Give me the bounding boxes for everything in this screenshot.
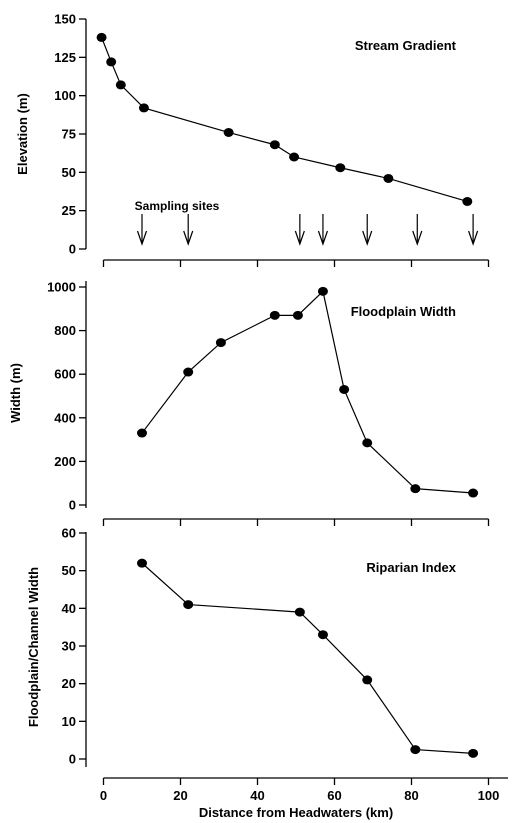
series-line xyxy=(141,562,474,754)
data-point xyxy=(96,32,107,42)
y-axis-label: Floodplain/Channel Width xyxy=(26,567,41,727)
x-ticks: 0 20 40 60 80 100 xyxy=(100,778,499,803)
sampling-site-arrow xyxy=(183,214,194,246)
y-tick-label: 200 xyxy=(54,454,76,469)
data-point xyxy=(223,127,234,137)
sampling-site-arrow xyxy=(412,214,423,246)
y-ticks: 0 25 50 75 100 125 150 xyxy=(54,12,86,257)
data-point xyxy=(215,338,226,348)
data-point xyxy=(137,428,147,438)
sampling-site-arrow xyxy=(468,214,479,246)
data-points xyxy=(96,32,473,206)
y-tick-label: 40 xyxy=(62,601,76,616)
x-tick-label: 20 xyxy=(173,788,187,803)
data-point xyxy=(339,384,350,394)
stream-gradient-panel: 0 25 50 75 100 125 150 Elevation (m) Stream Gr… xyxy=(15,12,490,267)
sampling-sites-label: Sampling sites xyxy=(135,199,220,213)
y-tick-label: 0 xyxy=(69,498,76,513)
y-tick-label: 30 xyxy=(62,639,76,654)
data-point xyxy=(269,310,280,320)
data-point xyxy=(468,748,479,758)
data-point xyxy=(362,438,373,448)
chart-title: Floodplain Width xyxy=(351,304,456,319)
y-tick-label: 100 xyxy=(54,88,76,103)
y-axis-label: Elevation (m) xyxy=(15,93,30,175)
data-points xyxy=(137,558,479,758)
x-ticks xyxy=(102,260,490,267)
y-tick-label: 50 xyxy=(62,563,76,578)
data-point xyxy=(317,286,328,296)
floodplain-width-panel: 0 200 400 600 800 1000 Width (m) Floodplain W… xyxy=(8,280,490,526)
sampling-site-markers xyxy=(136,214,479,246)
y-tick-label: 25 xyxy=(62,203,76,218)
y-tick-label: 150 xyxy=(54,12,76,27)
y-tick-label: 400 xyxy=(54,410,76,425)
data-point xyxy=(269,140,280,150)
data-point xyxy=(335,163,346,173)
y-tick-label: 1000 xyxy=(47,280,76,295)
y-tick-label: 75 xyxy=(62,127,76,142)
sampling-site-arrow xyxy=(362,214,373,246)
sampling-site-arrow xyxy=(136,214,148,246)
sampling-site-arrow xyxy=(294,214,305,246)
chart-title: Riparian Index xyxy=(366,560,456,575)
x-tick-label: 60 xyxy=(327,788,341,803)
x-axis-label: Distance from Headwaters (km) xyxy=(199,805,393,820)
data-point xyxy=(137,558,147,568)
y-tick-label: 125 xyxy=(54,50,76,65)
data-point xyxy=(410,745,421,755)
y-tick-label: 60 xyxy=(62,526,76,541)
chart-title: Stream Gradient xyxy=(355,38,457,53)
data-point xyxy=(383,173,394,183)
data-point xyxy=(183,367,194,377)
y-tick-label: 10 xyxy=(62,714,76,729)
series-line xyxy=(141,290,474,494)
series-line xyxy=(101,37,468,203)
y-tick-label: 600 xyxy=(54,367,76,382)
data-point xyxy=(317,630,328,640)
data-points xyxy=(137,286,479,498)
data-point xyxy=(292,310,303,320)
x-tick-label: 100 xyxy=(478,788,500,803)
x-tick-label: 80 xyxy=(404,788,418,803)
riparian-index-panel: 0 10 20 30 40 50 60 0 20 40 60 80 100 Floodplain/Ch… xyxy=(26,526,508,820)
data-point xyxy=(410,484,421,494)
data-point xyxy=(294,607,305,617)
data-point xyxy=(462,196,473,206)
y-ticks: 0 200 400 600 800 1000 xyxy=(47,280,86,513)
data-point xyxy=(115,80,126,90)
y-tick-label: 0 xyxy=(69,752,76,767)
data-point xyxy=(106,57,117,67)
data-point xyxy=(138,103,149,113)
x-tick-label: 40 xyxy=(250,788,264,803)
y-tick-label: 0 xyxy=(69,242,76,257)
y-axis-label: Width (m) xyxy=(8,363,23,423)
data-point xyxy=(468,488,479,498)
x-ticks xyxy=(102,519,490,526)
y-tick-label: 50 xyxy=(62,165,76,180)
y-tick-label: 800 xyxy=(54,323,76,338)
y-tick-label: 20 xyxy=(62,676,76,691)
x-tick-label: 0 xyxy=(100,788,107,803)
sampling-site-arrow xyxy=(317,214,329,246)
data-point xyxy=(183,600,194,610)
data-point xyxy=(289,152,300,162)
y-ticks: 0 10 20 30 40 50 60 xyxy=(62,526,86,767)
data-point xyxy=(362,675,373,685)
